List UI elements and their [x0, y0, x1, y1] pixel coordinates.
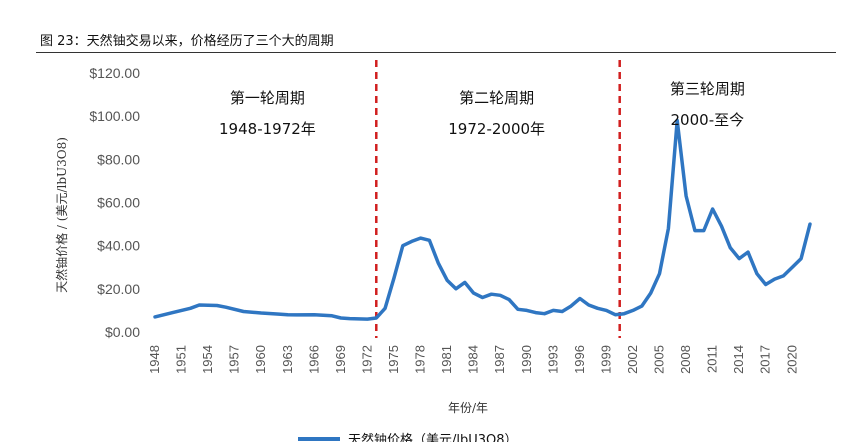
legend: 天然铀价格（美元/lbU3O8）	[298, 432, 518, 442]
y-axis-ticks: $0.00 $20.00 $40.00 $60.00 $80.00 $100.00 $120…	[89, 65, 140, 340]
cycle-range: 1948-1972年	[219, 120, 316, 138]
y-axis-title: 天然铀价格 / (美元/lbU3O8)	[54, 137, 69, 293]
x-tick-label: 1981	[439, 345, 454, 374]
x-tick-label: 1957	[227, 345, 242, 374]
x-tick-label: 1963	[280, 345, 295, 374]
series-line-uranium-price	[153, 118, 812, 321]
x-tick-label: 1951	[174, 345, 189, 374]
x-tick-label: 1969	[333, 345, 348, 374]
x-tick-label: 1999	[598, 345, 613, 374]
cycle-title: 第二轮周期	[459, 89, 534, 107]
x-tick-label: 2008	[678, 345, 693, 374]
x-axis-ticks: 1948 1951 1954 1957 1960 1963 1966 1969 1972 1975…	[147, 345, 799, 374]
cycle-title: 第一轮周期	[230, 89, 305, 107]
x-tick-label: 1984	[466, 345, 481, 374]
y-tick-label: $120.00	[89, 65, 140, 81]
x-tick-label: 2014	[731, 345, 746, 374]
x-axis-title: 年份/年	[448, 401, 488, 415]
x-tick-label: 1987	[492, 345, 507, 374]
legend-label: 天然铀价格（美元/lbU3O8）	[348, 432, 518, 442]
caption-rule	[36, 52, 836, 53]
cycle-annotations: 第一轮周期 1948-1972年 第二轮周期 1972-2000年 第三轮周期 2000-…	[219, 80, 745, 138]
x-tick-label: 2020	[784, 345, 799, 374]
x-tick-label: 2017	[758, 345, 773, 374]
x-tick-label: 1975	[386, 345, 401, 374]
cycle-dividers	[375, 60, 621, 338]
x-tick-label: 1954	[200, 345, 215, 374]
x-tick-label: 1996	[572, 345, 587, 374]
x-tick-label: 2011	[705, 345, 720, 373]
y-tick-label: $60.00	[97, 195, 140, 211]
x-tick-label: 1948	[147, 345, 162, 374]
x-tick-label: 1993	[545, 345, 560, 374]
y-tick-label: $80.00	[97, 151, 140, 167]
figure-caption: 图 23：天然铀交易以来，价格经历了三个大的周期	[40, 34, 334, 49]
x-tick-label: 2002	[625, 345, 640, 374]
y-tick-label: $40.00	[97, 238, 140, 254]
cycle-title: 第三轮周期	[670, 80, 745, 98]
y-tick-label: $20.00	[97, 281, 140, 297]
y-tick-label: $100.00	[89, 108, 140, 124]
cycle-range: 1972-2000年	[448, 120, 545, 138]
cycle-range: 2000-至今	[671, 111, 745, 129]
x-tick-label: 1966	[306, 345, 321, 374]
y-tick-label: $0.00	[105, 324, 140, 340]
x-tick-label: 1990	[519, 345, 534, 374]
x-tick-label: 2005	[652, 345, 667, 374]
x-tick-label: 1972	[359, 345, 374, 374]
x-tick-label: 1960	[253, 345, 268, 374]
x-tick-label: 1978	[413, 345, 428, 374]
